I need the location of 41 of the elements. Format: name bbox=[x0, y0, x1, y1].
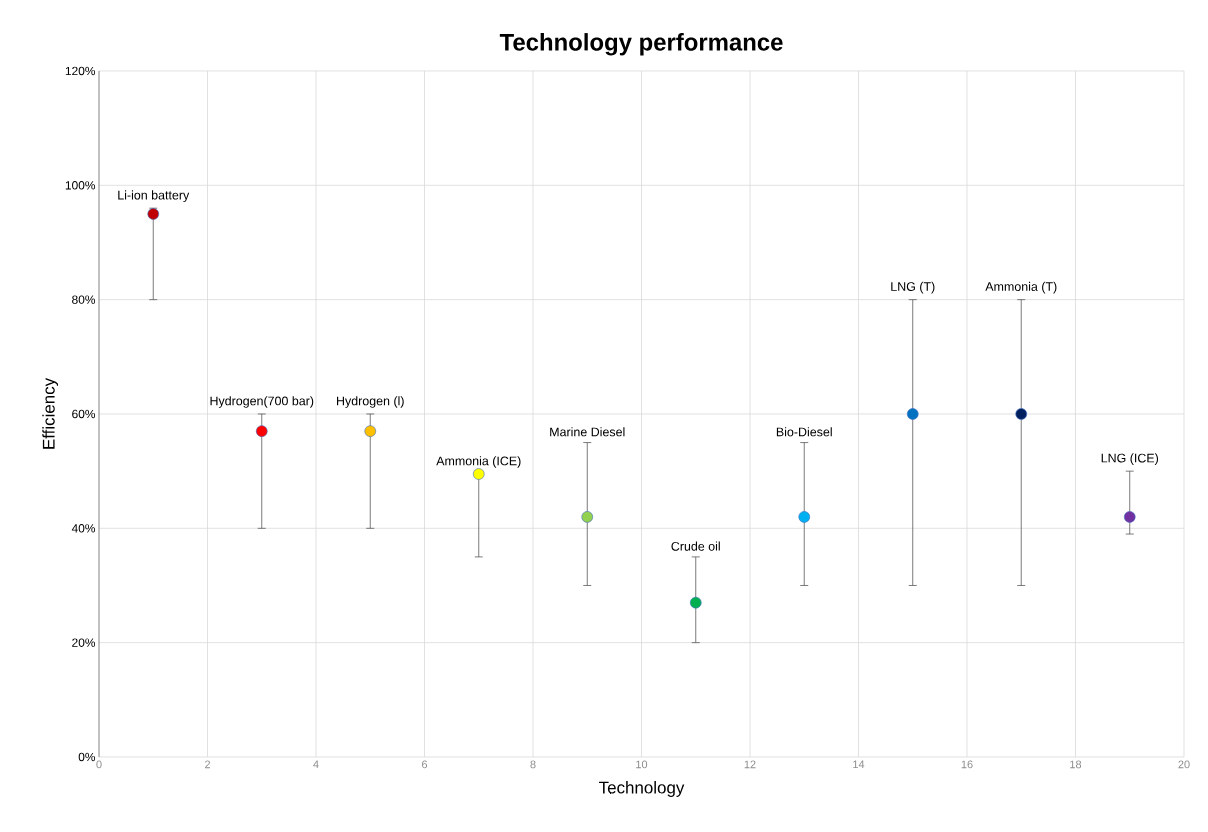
x-tick-label: 4 bbox=[313, 760, 319, 769]
x-tick-label: 8 bbox=[530, 760, 536, 769]
point bbox=[147, 208, 160, 220]
x-tick-label: 2 bbox=[205, 760, 211, 769]
point bbox=[1015, 408, 1028, 420]
point bbox=[689, 596, 702, 609]
y-tick-label: 100% bbox=[65, 181, 96, 190]
x-tick-label: 14 bbox=[853, 760, 865, 769]
point bbox=[906, 408, 919, 420]
annotation: Ammonia (ICE) bbox=[436, 456, 521, 468]
chart-title: Technology performance bbox=[499, 33, 783, 56]
annotation: Marine Diesel bbox=[550, 427, 625, 437]
annotation: Bio-Diesel bbox=[776, 427, 832, 437]
y-tick-label: 0% bbox=[78, 752, 96, 762]
point bbox=[472, 468, 485, 480]
x-tick-label: 18 bbox=[1070, 760, 1082, 769]
point bbox=[798, 511, 811, 523]
annotation: Hydrogen(700 bar) bbox=[210, 396, 314, 408]
y-tick-label: 80% bbox=[72, 295, 96, 304]
annotation: Crude oil bbox=[671, 541, 720, 551]
y-tick-label: 20% bbox=[72, 638, 96, 647]
point bbox=[1123, 511, 1136, 523]
x-tick-label: 16 bbox=[961, 760, 973, 769]
x-tick-label: 0 bbox=[96, 760, 102, 769]
y-tick-label: 40% bbox=[71, 524, 96, 533]
x-tick-label: 12 bbox=[744, 760, 756, 769]
annotation: LNG (T) bbox=[891, 281, 935, 294]
x-tick-label: 20 bbox=[1178, 760, 1190, 769]
point bbox=[364, 425, 377, 437]
y-axis-title: Efficiency bbox=[42, 377, 59, 449]
y-tick-label: 60% bbox=[72, 409, 96, 419]
annotation: Ammonia (T) bbox=[985, 281, 1057, 294]
annotation: Li-ion battery bbox=[118, 190, 190, 202]
y-tick-label: 120% bbox=[65, 66, 96, 76]
annotation: Hydrogen (l) bbox=[337, 396, 404, 408]
x-tick-label: 6 bbox=[422, 760, 428, 769]
point bbox=[255, 425, 268, 437]
x-axis-title: Technology bbox=[599, 781, 685, 797]
point bbox=[581, 511, 594, 523]
annotation: LNG (ICE) bbox=[1101, 453, 1159, 465]
x-tick-label: 10 bbox=[636, 760, 648, 769]
